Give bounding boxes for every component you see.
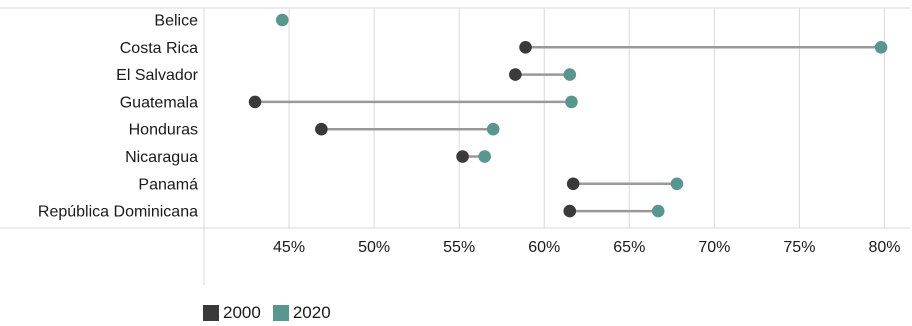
x-tick-label-55: 55% [443, 239, 475, 256]
point-2000-1 [519, 41, 532, 54]
category-label-6: Panamá [138, 176, 198, 193]
x-tick-label-80: 80% [868, 239, 900, 256]
point-2020-1 [874, 41, 888, 54]
point-2000-7 [563, 204, 577, 218]
point-2000-2 [509, 68, 522, 81]
point-2020-4 [486, 122, 500, 136]
x-tick-label-60: 60% [528, 239, 560, 256]
point-2020-2 [563, 68, 577, 81]
legend-label-2020: 2020 [292, 303, 331, 322]
connector-layer [255, 46, 882, 213]
x-tick-label-45: 45% [273, 239, 305, 256]
x-tick-label-50: 50% [358, 239, 390, 256]
legend: 2000 2020 [203, 303, 343, 323]
legend-item-2020: 2020 [272, 303, 331, 323]
label-layer: 45% 50% 55% 60% 65% 70% 75% 80% Belice Costa Rica… [38, 13, 901, 257]
point-2020-0 [275, 13, 289, 27]
category-label-5: Nicaragua [125, 149, 198, 166]
x-tick-label-75: 75% [783, 239, 815, 256]
category-label-4: Honduras [129, 122, 198, 139]
point-2000-4 [315, 122, 328, 136]
legend-swatch-2000 [203, 305, 219, 321]
point-2020-5 [478, 150, 491, 163]
point-2020-3 [565, 95, 578, 109]
category-label-7: República Dominicana [38, 204, 198, 221]
point-layer [248, 13, 888, 218]
x-tick-label-70: 70% [698, 239, 730, 256]
category-label-0: Belice [154, 13, 198, 30]
point-2000-5 [456, 150, 469, 163]
legend-swatch-2020 [272, 305, 289, 321]
point-2000-6 [566, 177, 580, 191]
legend-item-2000: 2000 [203, 303, 261, 323]
point-2000-3 [248, 95, 262, 109]
point-2020-7 [651, 204, 665, 218]
category-label-1: Costa Rica [120, 40, 198, 57]
category-label-2: El Salvador [116, 67, 198, 84]
category-label-3: Guatemala [120, 94, 198, 111]
legend-label-2000: 2000 [223, 303, 261, 322]
point-2020-6 [670, 177, 684, 191]
x-tick-label-65: 65% [613, 239, 645, 256]
